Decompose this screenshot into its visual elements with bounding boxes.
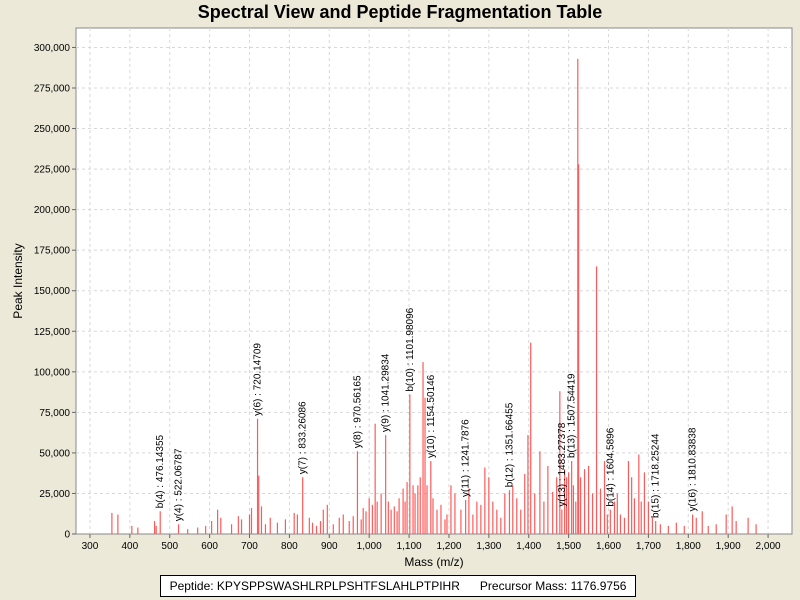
chart-title: Spectral View and Peptide Fragmentation … — [197, 2, 603, 22]
x-axis-title: Mass (m/z) — [404, 555, 463, 569]
fragment-annotation: b(13) : 1507.54419 — [567, 373, 578, 458]
fragment-annotation: y(10) : 1154.50146 — [426, 374, 437, 458]
y-tick-label: 275,000 — [34, 84, 71, 95]
x-tick-label: 900 — [321, 541, 338, 552]
fragment-annotation: b(14) : 1604.5896 — [605, 427, 616, 506]
x-tick-label: 1,800 — [676, 541, 701, 552]
x-tick-label: 1,000 — [357, 541, 382, 552]
fragment-annotation: y(16) : 1810.83838 — [688, 427, 699, 511]
y-tick-label: 125,000 — [34, 327, 71, 338]
plot-background — [75, 27, 793, 535]
x-tick-label: 1,900 — [716, 541, 741, 552]
peptide-info-box: Peptide: KPYSPPSWASHLRPLPSHTFSLAHLPTPIHR… — [160, 575, 636, 597]
x-tick-label: 1,100 — [397, 541, 422, 552]
y-tick-label: 25,000 — [39, 489, 70, 500]
fragment-annotation: b(15) : 1718.25244 — [651, 433, 662, 518]
y-tick-label: 250,000 — [34, 124, 71, 135]
y-tick-label: 100,000 — [34, 367, 71, 378]
fragment-annotation: y(7) : 833.26086 — [298, 401, 309, 474]
precursor-mass-label: Precursor Mass: 1176.9756 — [479, 579, 627, 593]
x-tick-label: 800 — [281, 541, 298, 552]
x-tick-label: 400 — [122, 541, 139, 552]
peptide-label: Peptide: KPYSPPSWASHLRPLPSHTFSLAHLPTPIHR — [169, 579, 460, 593]
x-tick-label: 500 — [161, 541, 178, 552]
fragment-annotation: b(12) : 1351.66455 — [504, 402, 515, 487]
x-tick-label: 600 — [201, 541, 218, 552]
fragment-annotation: y(11) : 1241.7876 — [461, 419, 472, 497]
x-tick-label: 1,200 — [436, 541, 461, 552]
fragment-annotation: y(9) : 1041.29834 — [381, 353, 392, 432]
fragment-annotation: y(4) : 522.06787 — [174, 448, 185, 521]
x-tick-label: 1,700 — [636, 541, 661, 552]
fragment-annotation: b(10) : 1101.98096 — [405, 307, 416, 391]
y-tick-label: 75,000 — [39, 408, 70, 419]
fragment-annotation: y(6) : 720.14709 — [253, 343, 264, 416]
y-tick-label: 0 — [64, 530, 70, 541]
peaks-layer — [111, 58, 757, 534]
x-tick-label: 1,400 — [516, 541, 541, 552]
fragment-annotation: y(8) : 970.56165 — [352, 375, 363, 448]
y-tick-label: 150,000 — [34, 286, 71, 297]
x-tick-label: 2,000 — [756, 541, 781, 552]
x-tick-label: 1,600 — [596, 541, 621, 552]
spectrum-chart: 0 25,000 50,000 75,000 100,000 125,000 150,000… — [11, 27, 793, 569]
x-tick-label: 1,500 — [556, 541, 581, 552]
fragment-annotation: b(4) : 476.14355 — [155, 434, 166, 508]
grid-layer — [76, 28, 792, 534]
y-tick-label: 200,000 — [34, 205, 71, 216]
annotations-layer: b(4) : 476.14355 y(4) : 522.06787 y(6) : 7… — [155, 307, 698, 521]
x-tick-label: 300 — [82, 541, 99, 552]
x-tick-label: 1,300 — [476, 541, 501, 552]
y-tick-label: 225,000 — [34, 165, 71, 176]
y-tick-label: 50,000 — [39, 448, 70, 459]
x-tick-label: 700 — [241, 541, 258, 552]
y-axis-title: Peak Intensity — [11, 243, 25, 318]
axis-layer: 0 25,000 50,000 75,000 100,000 125,000 150,000… — [34, 43, 781, 552]
y-tick-label: 300,000 — [34, 43, 71, 54]
y-tick-label: 175,000 — [34, 246, 71, 257]
fragment-annotation: y(13) : 1483.27378 — [557, 422, 568, 506]
